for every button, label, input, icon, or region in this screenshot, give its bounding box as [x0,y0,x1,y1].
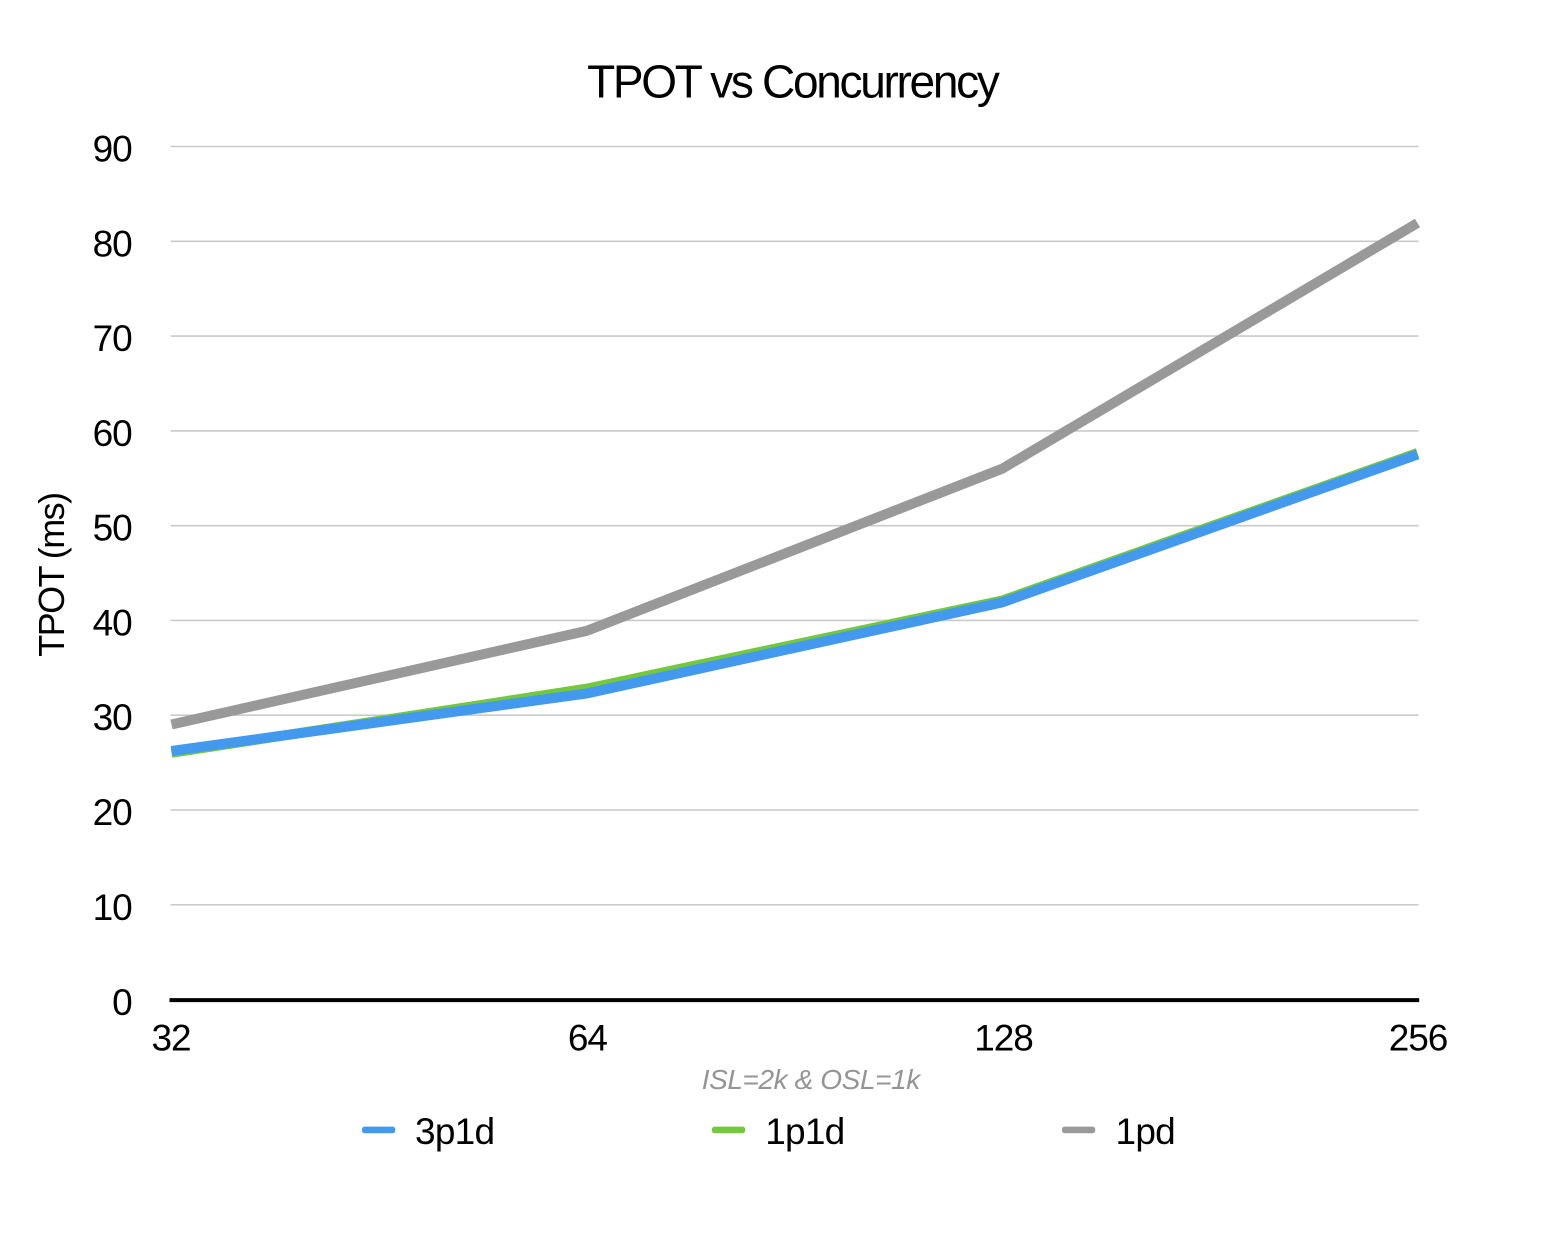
svg-text:30: 30 [93,697,132,738]
svg-text:3p1d: 3p1d [415,1111,494,1152]
svg-text:TPOT (ms): TPOT (ms) [31,493,72,656]
svg-text:0: 0 [112,982,132,1023]
svg-text:90: 90 [93,129,132,170]
svg-text:128: 128 [974,1018,1032,1059]
svg-text:50: 50 [93,508,132,549]
svg-text:256: 256 [1389,1018,1447,1059]
svg-text:1pd: 1pd [1116,1111,1175,1152]
svg-text:TPOT vs Concurrency: TPOT vs Concurrency [587,55,1000,107]
svg-text:70: 70 [93,318,132,359]
svg-text:20: 20 [93,792,132,833]
svg-text:60: 60 [93,413,132,454]
svg-text:10: 10 [93,887,132,928]
svg-text:32: 32 [152,1018,191,1059]
svg-text:1p1d: 1p1d [765,1111,844,1152]
svg-text:ISL=2k & OSL=1k: ISL=2k & OSL=1k [702,1064,923,1095]
svg-text:64: 64 [568,1018,607,1059]
svg-text:80: 80 [93,223,132,264]
svg-text:40: 40 [93,602,132,643]
